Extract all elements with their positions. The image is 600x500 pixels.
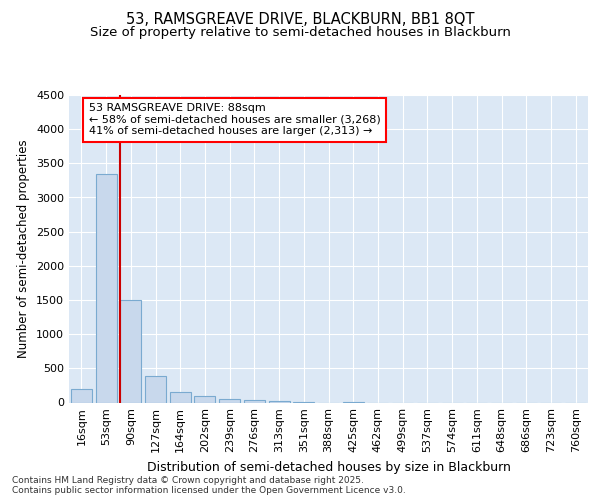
Text: 53 RAMSGREAVE DRIVE: 88sqm
← 58% of semi-detached houses are smaller (3,268)
41%: 53 RAMSGREAVE DRIVE: 88sqm ← 58% of semi…	[89, 103, 380, 136]
Bar	[170, 392, 191, 402]
Bar	[244, 400, 265, 402]
Bar	[120, 300, 141, 402]
Bar	[145, 376, 166, 402]
Bar	[269, 401, 290, 402]
Text: Contains HM Land Registry data © Crown copyright and database right 2025.
Contai: Contains HM Land Registry data © Crown c…	[12, 476, 406, 495]
Y-axis label: Number of semi-detached properties: Number of semi-detached properties	[17, 140, 31, 358]
Bar	[71, 389, 92, 402]
X-axis label: Distribution of semi-detached houses by size in Blackburn: Distribution of semi-detached houses by …	[146, 461, 511, 474]
Bar	[194, 396, 215, 402]
Bar	[95, 174, 116, 402]
Text: Size of property relative to semi-detached houses in Blackburn: Size of property relative to semi-detach…	[89, 26, 511, 39]
Text: 53, RAMSGREAVE DRIVE, BLACKBURN, BB1 8QT: 53, RAMSGREAVE DRIVE, BLACKBURN, BB1 8QT	[126, 12, 474, 28]
Bar	[219, 398, 240, 402]
